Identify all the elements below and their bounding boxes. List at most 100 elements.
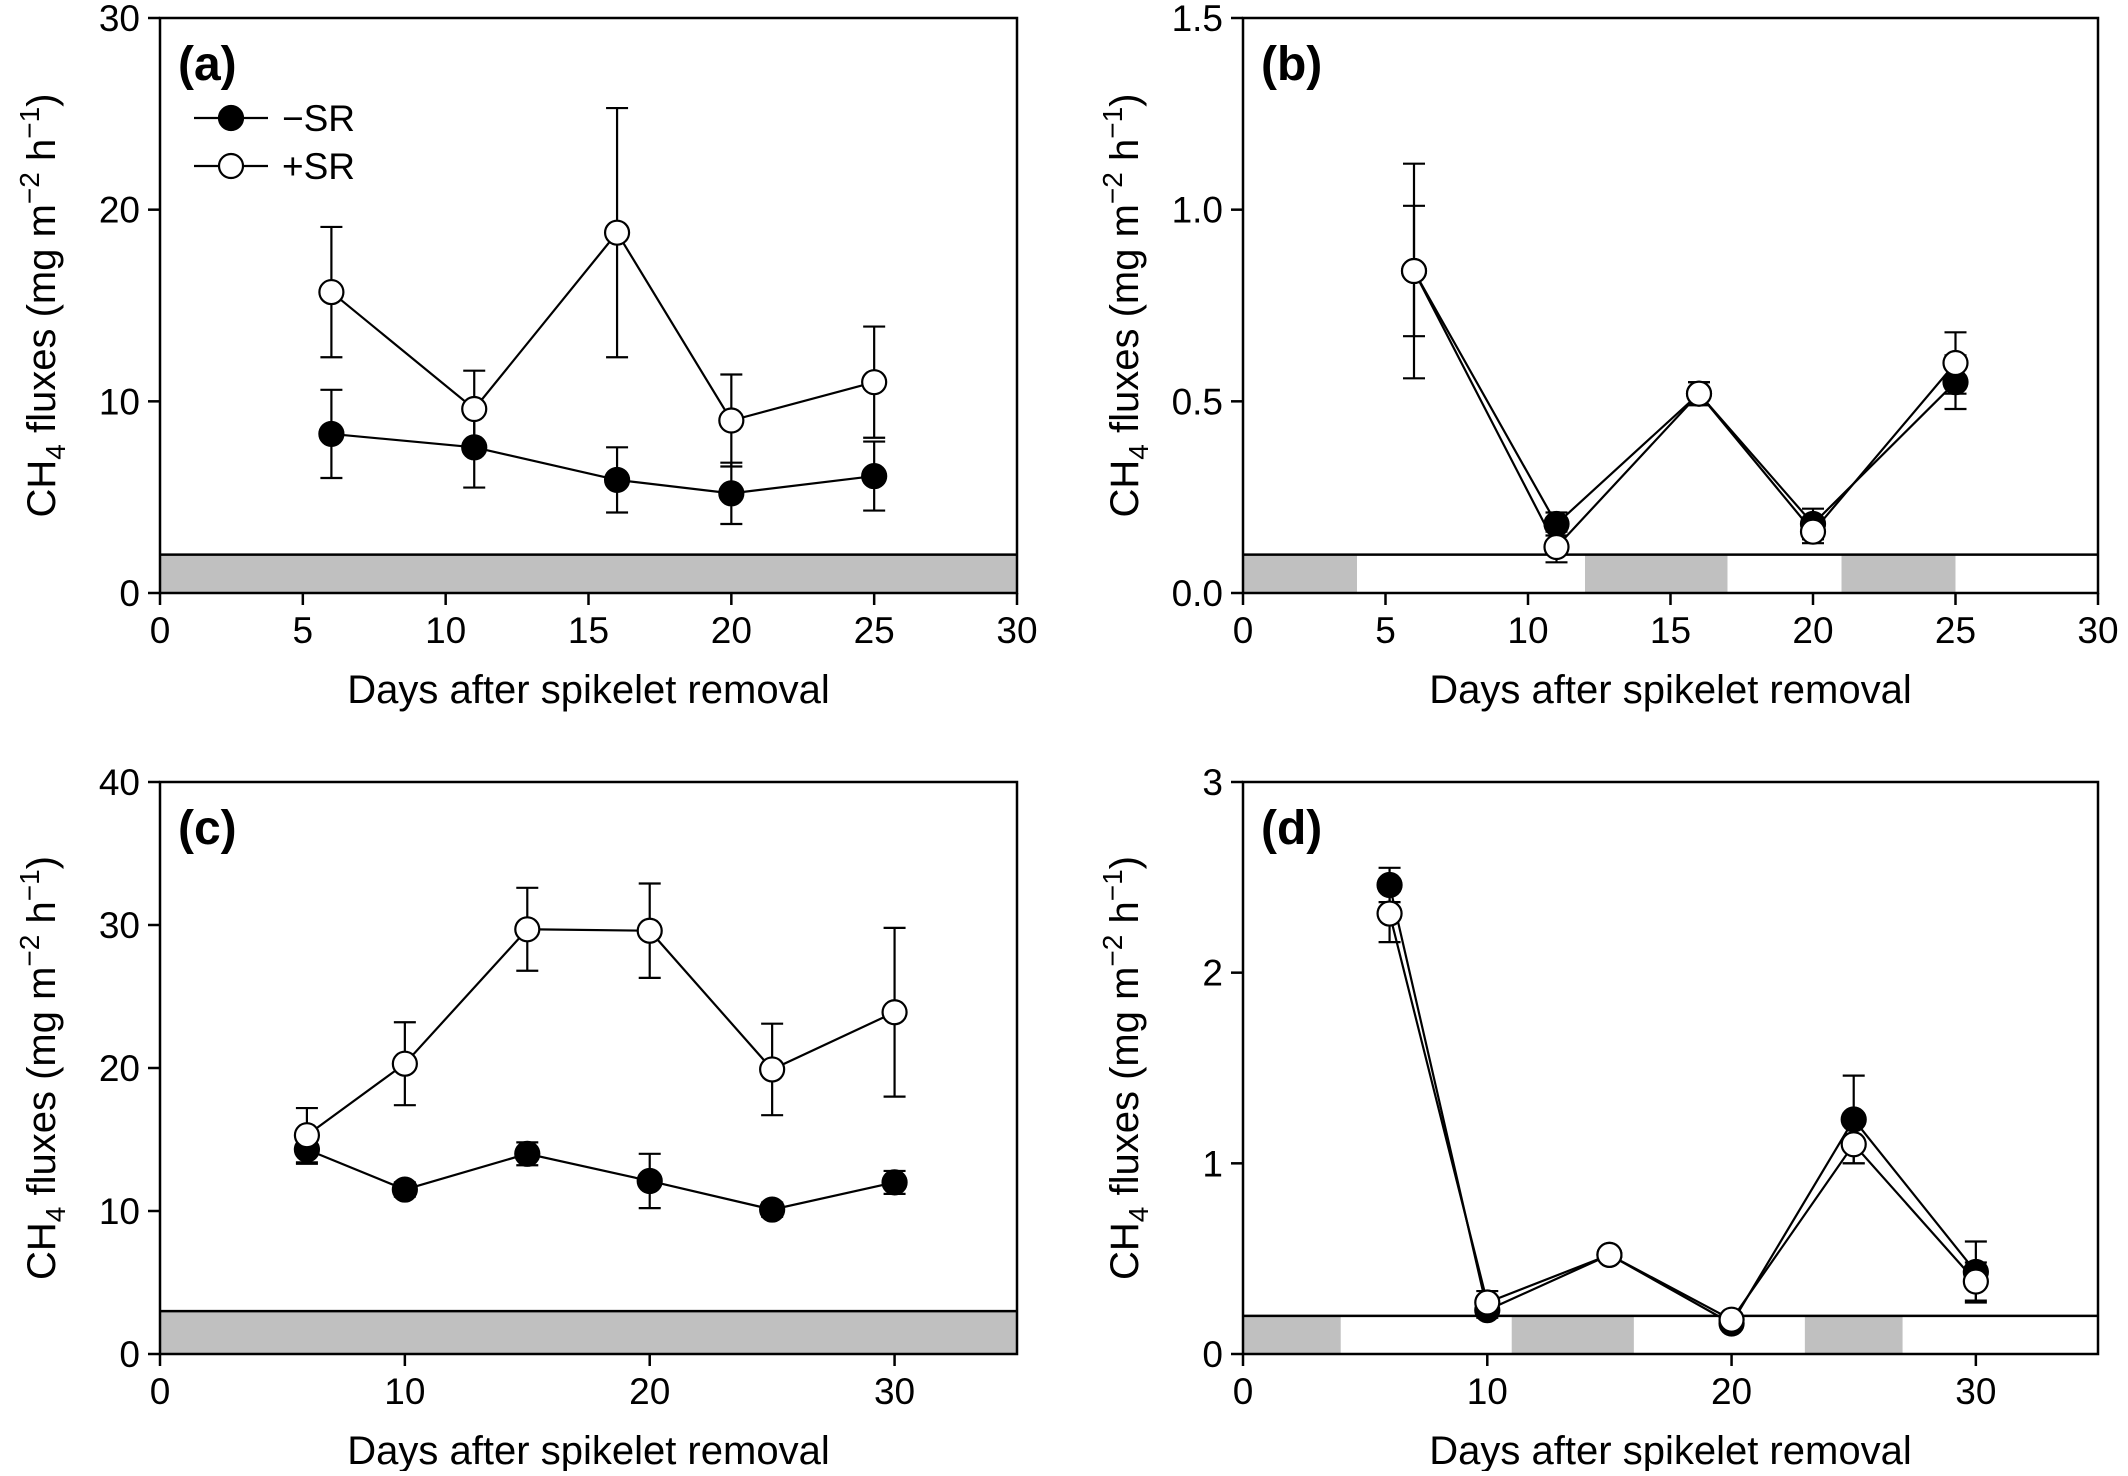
data-point-plus-sr [636,917,663,944]
shaded-band-segment [1511,1315,1634,1354]
series-line [1413,270,1957,549]
data-point-plus-sr [759,1056,786,1083]
y-tick-label: 1 [1202,1143,1223,1184]
x-axis-title: Days after spikelet removal [1429,1429,1911,1471]
x-tick-label: 25 [854,610,895,651]
x-tick-label: 15 [1650,610,1691,651]
x-tick-label: 20 [1792,610,1833,651]
data-point-plus-sr [1840,1131,1867,1158]
y-tick-label: 1.0 [1172,190,1223,231]
data-point-plus-sr [1400,257,1428,285]
data-point-plus-sr [514,916,541,943]
shaded-band-segment [160,554,1017,593]
legend-marker [217,104,245,132]
data-point-plus-sr [881,999,908,1026]
panel-label: (c) [178,802,237,855]
series-line [330,230,875,422]
panel-label: (b) [1261,38,1322,91]
series-line [306,1148,895,1211]
series-line [306,928,896,1137]
data-point-plus-sr [1596,1241,1623,1268]
x-tick-label: 0 [150,610,171,651]
legend-label: −SR [282,98,355,139]
y-tick-label: 30 [99,905,140,946]
y-tick-label: 20 [99,190,140,231]
series-line [331,432,875,495]
x-tick-label: 20 [629,1371,670,1412]
panel-label: (a) [178,38,237,91]
legend-marker [217,152,245,180]
x-tick-label: 0 [150,1371,171,1412]
data-point-minus-sr [718,480,745,507]
data-point-minus-sr [1840,1106,1867,1133]
legend: −SR +SR [194,98,355,187]
shaded-band-segment [1804,1315,1903,1354]
data-point-plus-sr [1718,1306,1745,1333]
x-axis-title: Days after spikelet removal [347,668,829,712]
y-axis-title: CH4 fluxes (mg m−2 h−1) [1097,856,1154,1280]
data-point-minus-sr [636,1167,663,1195]
data-point-minus-sr [881,1169,908,1196]
panel-c: 0 10 20 30 0 10 20 30 40 Days after spikelet remo… [14,762,1019,1473]
y-tick-label: 30 [99,0,140,39]
shaded-band-segment [1243,1315,1341,1354]
data-point-minus-sr [514,1140,541,1167]
panel-a: 0 5 10 15 20 25 30 0 10 20 30 Days after spikelet r… [14,0,1038,712]
series-line [1388,884,1977,1325]
plot-frame [1241,780,2100,1356]
shaded-band-segment [1585,554,1728,593]
data-point-minus-sr [603,466,631,494]
x-tick-label: 0 [1233,1371,1254,1412]
y-tick-label: 1.5 [1172,0,1223,39]
shaded-band-segment [1243,554,1357,593]
x-tick-label: 10 [1507,610,1548,651]
data-point-minus-sr [1543,510,1570,538]
y-tick-label: 3 [1202,762,1223,803]
data-point-minus-sr [461,434,488,461]
data-point-plus-sr [318,278,345,306]
y-tick-label: 0.0 [1172,573,1223,614]
x-tick-label: 5 [293,610,314,651]
data-point-plus-sr [1685,380,1713,407]
shaded-band-segment [1841,554,1956,593]
series-line [1388,913,1977,1322]
y-axis-title: CH4 fluxes (mg m−2 h−1) [14,94,71,518]
y-tick-label: 40 [99,762,140,803]
y-axis-title: CH4 fluxes (mg m−2 h−1) [14,856,71,1280]
baseline-band [1243,1315,2098,1354]
data-point-minus-sr [1376,871,1403,899]
data-point-plus-sr [861,369,888,396]
x-tick-label: 15 [568,610,609,651]
x-tick-label: 0 [1233,610,1254,651]
panel-b: 0 5 10 15 20 25 30 0.0 0.5 1.0 1.5 Days after spike… [1097,0,2119,712]
y-axis-title: CH4 fluxes (mg m−2 h−1) [1097,94,1154,518]
x-tick-label: 30 [1955,1371,1996,1412]
x-tick-label: 30 [996,610,1037,651]
y-tick-label: 0 [119,1334,140,1375]
data-point-plus-sr [1474,1289,1501,1316]
data-point-minus-sr [318,420,345,448]
data-point-minus-sr [391,1176,418,1203]
y-tick-label: 0 [1202,1334,1223,1375]
x-tick-label: 10 [1467,1371,1508,1412]
x-tick-label: 5 [1375,610,1396,651]
panel-d: 0 10 20 30 0 1 2 3 Days after spikelet removal CH… [1097,762,2100,1473]
data-point-plus-sr [1962,1268,1989,1295]
data-point-plus-sr [391,1050,418,1077]
shaded-band-segment [160,1311,1017,1354]
x-tick-label: 30 [2077,610,2118,651]
data-point-plus-sr [461,395,488,423]
data-point-minus-sr [861,462,888,490]
panel-label: (d) [1261,802,1322,855]
y-tick-label: 10 [99,1191,140,1232]
data-point-plus-sr [718,407,745,434]
x-tick-label: 25 [1935,610,1976,651]
y-tick-label: 0 [119,573,140,614]
plot-frame [1241,16,2100,595]
x-tick-label: 20 [1711,1371,1752,1412]
y-tick-label: 0.5 [1172,381,1223,422]
y-tick-label: 2 [1202,953,1223,994]
data-point-plus-sr [603,219,631,246]
